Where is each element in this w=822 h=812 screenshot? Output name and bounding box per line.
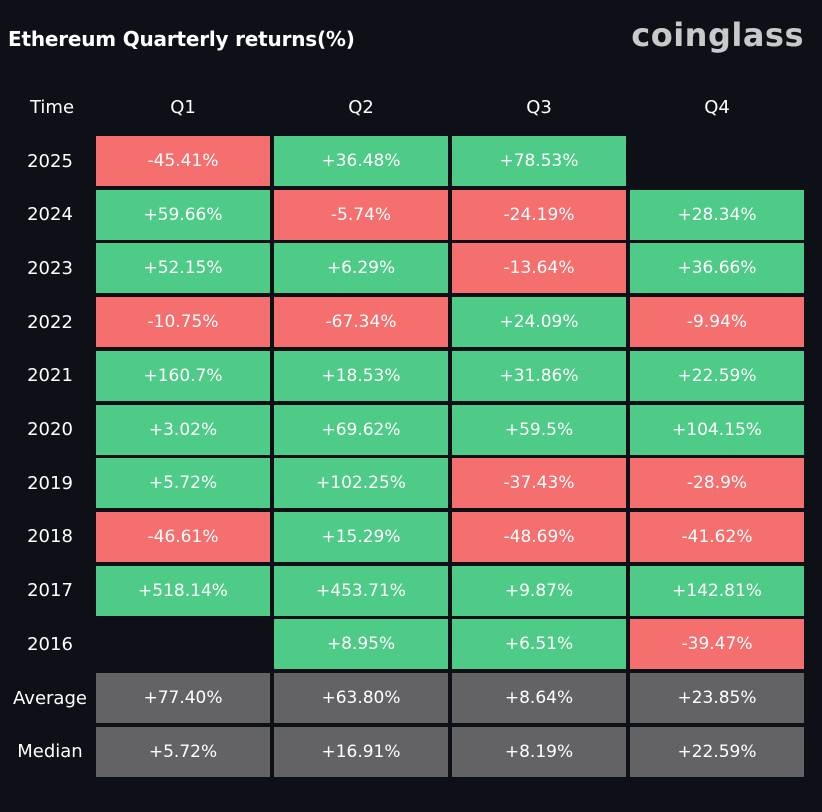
cell-2017-q4: +142.81% [630, 565, 804, 616]
coinglass-logo: coinglass [631, 16, 804, 54]
cell-2022-q4: -9.94% [630, 297, 804, 348]
row-label-2023: 2023 [27, 257, 73, 279]
row-label-median: Median [17, 741, 83, 763]
cell-2019-q4: -28.9% [630, 458, 804, 509]
cell-2018-q4: -41.62% [630, 511, 804, 562]
cell-median-q1: +5.72% [96, 726, 270, 777]
header-q4: Q4 [704, 96, 730, 118]
cell-2020-q4: +104.15% [630, 404, 804, 455]
row-label-2022: 2022 [27, 311, 73, 333]
cell-2024-q3: -24.19% [452, 189, 626, 240]
cell-2019-q2: +102.25% [274, 458, 448, 509]
row-label-2019: 2019 [27, 472, 73, 494]
cell-2017-q1: +518.14% [96, 565, 270, 616]
cell-median-q2: +16.91% [274, 726, 448, 777]
cell-2023-q1: +52.15% [96, 243, 270, 294]
cell-2023-q2: +6.29% [274, 243, 448, 294]
cell-2016-q3: +6.51% [452, 619, 626, 670]
cell-2018-q2: +15.29% [274, 511, 448, 562]
cell-2017-q3: +9.87% [452, 565, 626, 616]
cell-2022-q1: -10.75% [96, 297, 270, 348]
cell-median-q4: +22.59% [630, 726, 804, 777]
row-label-2016: 2016 [27, 633, 73, 655]
cell-2021-q4: +22.59% [630, 350, 804, 401]
cell-2025-q2: +36.48% [274, 136, 448, 186]
cell-average-q4: +23.85% [630, 673, 804, 723]
row-label-2024: 2024 [27, 204, 73, 226]
header-time: Time [29, 96, 75, 118]
cell-2020-q3: +59.5% [452, 404, 626, 455]
cell-2024-q1: +59.66% [96, 189, 270, 240]
cell-2024-q2: -5.74% [274, 189, 448, 240]
cell-2016-q2: +8.95% [274, 619, 448, 670]
cell-average-q2: +63.80% [274, 673, 448, 723]
header-q2: Q2 [348, 96, 374, 118]
cell-2025-q3: +78.53% [452, 136, 626, 186]
header-q3: Q3 [526, 96, 552, 118]
row-label-2025: 2025 [27, 150, 73, 172]
cell-average-q1: +77.40% [96, 673, 270, 723]
cell-2021-q2: +18.53% [274, 350, 448, 401]
cell-2023-q4: +36.66% [630, 243, 804, 294]
cell-2017-q2: +453.71% [274, 565, 448, 616]
cell-2021-q1: +160.7% [96, 350, 270, 401]
cell-2023-q3: -13.64% [452, 243, 626, 294]
header-q1: Q1 [170, 96, 196, 118]
cell-2022-q2: -67.34% [274, 297, 448, 348]
row-label-2021: 2021 [27, 365, 73, 387]
cell-2019-q1: +5.72% [96, 458, 270, 509]
cell-2018-q1: -46.61% [96, 511, 270, 562]
cell-average-q3: +8.64% [452, 673, 626, 723]
row-label-2017: 2017 [27, 580, 73, 602]
row-label-2020: 2020 [27, 419, 73, 440]
cell-2024-q4: +28.34% [630, 189, 804, 240]
chart-title: Ethereum Quarterly returns(%) [8, 27, 355, 51]
cell-2020-q2: +69.62% [274, 404, 448, 455]
row-label-average: Average [13, 687, 87, 709]
cell-median-q3: +8.19% [452, 726, 626, 777]
cell-2022-q3: +24.09% [452, 297, 626, 348]
cell-2020-q1: +3.02% [96, 404, 270, 455]
row-label-2018: 2018 [27, 526, 73, 548]
cell-2021-q3: +31.86% [452, 350, 626, 401]
cell-2025-q1: -45.41% [96, 136, 270, 186]
cell-2019-q3: -37.43% [452, 458, 626, 509]
cell-2016-q4: -39.47% [630, 619, 804, 670]
cell-2018-q3: -48.69% [452, 511, 626, 562]
